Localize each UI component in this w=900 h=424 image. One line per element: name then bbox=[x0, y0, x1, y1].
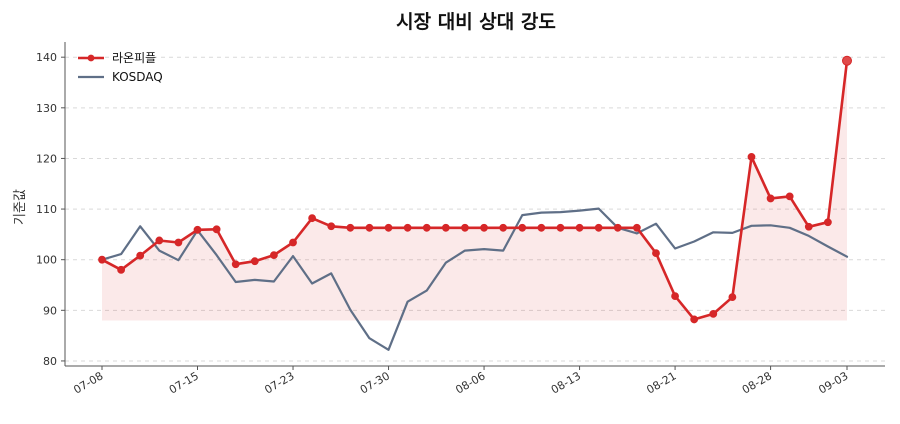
data-point bbox=[384, 223, 393, 232]
y-axis-label: 기준값 bbox=[13, 189, 28, 225]
data-point bbox=[193, 225, 202, 234]
data-point bbox=[441, 223, 450, 232]
series-line-benchmark bbox=[100, 207, 849, 351]
data-point bbox=[823, 218, 832, 227]
data-point bbox=[117, 265, 126, 274]
grid-lines bbox=[65, 56, 885, 362]
x-tick-label: 08-28 bbox=[740, 369, 774, 396]
data-point bbox=[537, 223, 546, 232]
data-point bbox=[174, 238, 183, 247]
data-point bbox=[289, 238, 297, 247]
x-tick-label: 07-08 bbox=[71, 369, 105, 396]
y-tick-label: 130 bbox=[36, 102, 57, 115]
data-point bbox=[231, 260, 240, 269]
y-tick-label: 100 bbox=[36, 254, 57, 267]
x-tick-label: 08-06 bbox=[453, 369, 487, 396]
data-point bbox=[652, 249, 660, 258]
chart-title: 시장 대비 상대 강도 bbox=[396, 11, 556, 33]
data-point bbox=[709, 309, 718, 318]
series-line-main bbox=[100, 59, 849, 321]
x-tick-label: 08-21 bbox=[644, 369, 678, 396]
x-tick-label: 08-13 bbox=[549, 369, 583, 396]
data-point bbox=[804, 222, 813, 231]
data-point bbox=[250, 257, 259, 266]
y-tick-label: 110 bbox=[36, 203, 57, 216]
data-point bbox=[518, 223, 527, 232]
data-point bbox=[422, 223, 431, 232]
fill-area-layer bbox=[102, 60, 847, 321]
data-point bbox=[671, 292, 679, 301]
data-point bbox=[575, 223, 584, 232]
data-point bbox=[690, 315, 699, 324]
data-point bbox=[556, 223, 565, 232]
y-tick-label: 80 bbox=[43, 355, 57, 368]
y-tick-label: 120 bbox=[36, 152, 57, 165]
x-tick-label: 07-23 bbox=[262, 369, 296, 396]
data-point bbox=[747, 153, 756, 161]
x-tick-label: 07-30 bbox=[358, 369, 392, 396]
data-point bbox=[785, 192, 794, 201]
data-point bbox=[270, 251, 278, 260]
data-point bbox=[632, 223, 641, 232]
legend-label-series-1: 라온피플 bbox=[112, 51, 156, 65]
legend: 라온피플 KOSDAQ bbox=[78, 51, 163, 84]
y-tick-label: 90 bbox=[43, 304, 57, 317]
legend-label-series-2: KOSDAQ bbox=[112, 70, 163, 84]
legend-marker-series-1 bbox=[87, 54, 95, 62]
data-point bbox=[728, 293, 737, 302]
data-point bbox=[403, 223, 412, 232]
tick-labels: 80 90 100 110 120 130 140 07-08 07-15 07-23 07-30 0… bbox=[36, 51, 851, 396]
data-point bbox=[136, 251, 145, 260]
series-lines-layer bbox=[100, 59, 849, 351]
data-point bbox=[766, 194, 775, 203]
x-tick-label: 09-03 bbox=[816, 369, 850, 396]
axes bbox=[61, 42, 885, 370]
data-point bbox=[613, 223, 622, 232]
y-tick-label: 140 bbox=[36, 51, 57, 64]
data-point bbox=[461, 223, 469, 232]
markers-layer bbox=[98, 55, 852, 324]
data-point bbox=[327, 222, 336, 231]
data-point bbox=[346, 223, 355, 232]
x-tick-label: 07-15 bbox=[167, 369, 201, 396]
data-point bbox=[308, 214, 317, 223]
series-fill-area bbox=[102, 60, 847, 321]
data-point bbox=[365, 223, 374, 232]
data-point bbox=[842, 55, 852, 66]
data-point bbox=[155, 236, 164, 245]
data-point bbox=[212, 225, 221, 234]
data-point bbox=[480, 223, 488, 232]
data-point bbox=[499, 223, 508, 232]
data-point bbox=[594, 223, 603, 232]
data-point bbox=[98, 255, 106, 264]
